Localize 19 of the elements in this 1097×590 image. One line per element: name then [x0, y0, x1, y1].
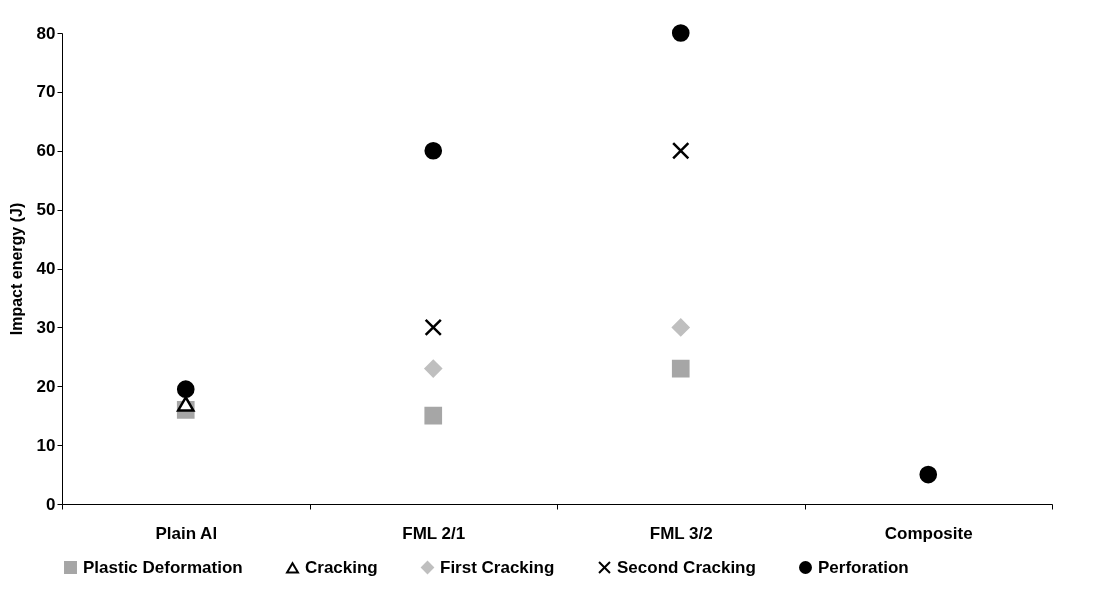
y-tick-label: 50 — [36, 200, 56, 220]
x-tick-label: Plain Al — [155, 523, 218, 543]
legend-label: Plastic Deformation — [83, 557, 243, 577]
x-tick-label: Composite — [884, 523, 973, 543]
y-tick-label: 30 — [36, 317, 56, 337]
y-tick-label: 80 — [36, 23, 56, 43]
y-tick-label: 20 — [36, 376, 56, 396]
legend-label: Perforation — [818, 557, 909, 577]
y-axis-title: Impact energy (J) — [7, 202, 25, 336]
legend-label: Second Cracking — [617, 557, 756, 577]
x-tick-label: FML 3/2 — [649, 523, 713, 543]
y-tick-label: 70 — [36, 82, 56, 102]
x-tick-label: FML 2/1 — [402, 523, 466, 543]
legend-label: First Cracking — [440, 557, 555, 577]
legend-label: Cracking — [305, 557, 378, 577]
y-tick-label: 0 — [46, 494, 56, 514]
y-tick-label: 60 — [36, 141, 56, 161]
y-tick-label: 10 — [36, 435, 56, 455]
y-tick-label: 40 — [36, 259, 56, 278]
